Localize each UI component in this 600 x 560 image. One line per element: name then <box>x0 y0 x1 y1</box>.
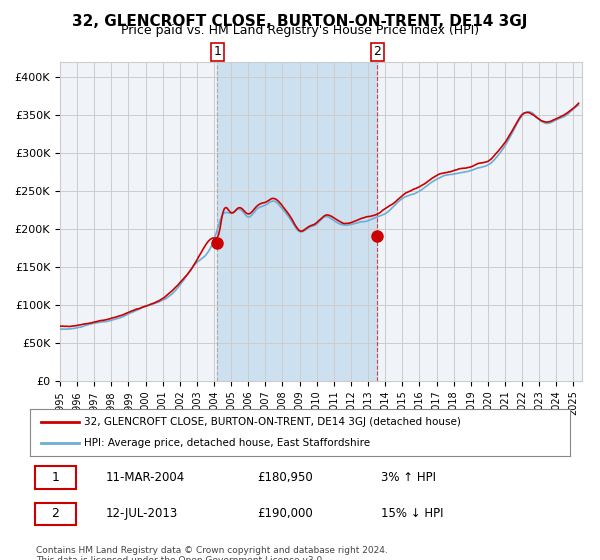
Text: Price paid vs. HM Land Registry's House Price Index (HPI): Price paid vs. HM Land Registry's House … <box>121 24 479 37</box>
Text: HPI: Average price, detached house, East Staffordshire: HPI: Average price, detached house, East… <box>84 438 370 448</box>
Text: 1: 1 <box>214 45 221 58</box>
Text: 1: 1 <box>52 471 59 484</box>
Text: £180,950: £180,950 <box>257 471 313 484</box>
Text: 32, GLENCROFT CLOSE, BURTON-ON-TRENT, DE14 3GJ (detached house): 32, GLENCROFT CLOSE, BURTON-ON-TRENT, DE… <box>84 417 461 427</box>
Text: 2: 2 <box>52 507 59 520</box>
Text: 12-JUL-2013: 12-JUL-2013 <box>106 507 178 520</box>
Text: 32, GLENCROFT CLOSE, BURTON-ON-TRENT, DE14 3GJ: 32, GLENCROFT CLOSE, BURTON-ON-TRENT, DE… <box>73 14 527 29</box>
FancyBboxPatch shape <box>35 466 76 489</box>
Text: 3% ↑ HPI: 3% ↑ HPI <box>381 471 436 484</box>
Text: Contains HM Land Registry data © Crown copyright and database right 2024.
This d: Contains HM Land Registry data © Crown c… <box>36 546 388 560</box>
Text: 15% ↓ HPI: 15% ↓ HPI <box>381 507 443 520</box>
Bar <box>217 62 377 381</box>
Text: £190,000: £190,000 <box>257 507 313 520</box>
FancyBboxPatch shape <box>35 502 76 525</box>
Text: 11-MAR-2004: 11-MAR-2004 <box>106 471 185 484</box>
Text: 2: 2 <box>373 45 381 58</box>
